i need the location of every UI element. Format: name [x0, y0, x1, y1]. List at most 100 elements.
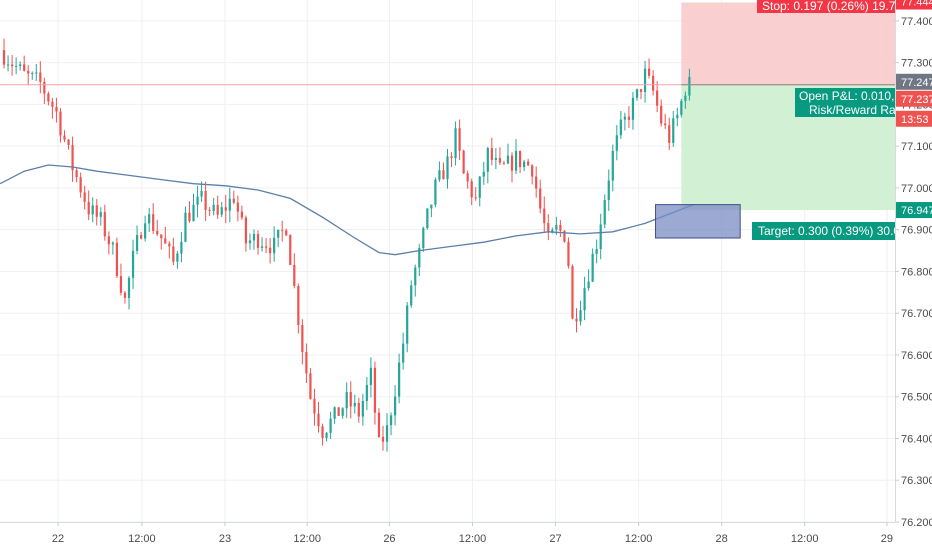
- candle-body: [398, 362, 401, 397]
- candle-body: [19, 64, 22, 66]
- candle-body: [277, 229, 280, 238]
- candles: [2, 38, 691, 452]
- candle-body: [144, 223, 147, 239]
- candle-body: [123, 292, 127, 298]
- candle-body: [39, 72, 42, 82]
- candle-body: [426, 208, 429, 229]
- candle-body: [131, 250, 135, 278]
- target-badge: [752, 222, 897, 240]
- risk-reward-annotation: Risk/Reward Ratio: [809, 103, 909, 117]
- last-price-label-bg: [896, 90, 932, 107]
- candle-body: [55, 106, 58, 112]
- candle-body: [462, 150, 465, 174]
- candle-body: [289, 235, 292, 266]
- candle-body: [647, 68, 651, 76]
- candle-body: [498, 157, 502, 163]
- y-tick-label: 76.500: [901, 392, 932, 404]
- candle-body: [522, 161, 526, 168]
- candle-body: [615, 135, 618, 151]
- candle-body: [571, 266, 574, 319]
- candle-body: [635, 89, 639, 98]
- candle-body: [583, 288, 586, 311]
- candle-body: [527, 161, 530, 166]
- candle-body: [23, 64, 26, 71]
- candle-body: [313, 398, 316, 414]
- candle-body: [385, 425, 389, 442]
- candle-body: [321, 426, 324, 439]
- candle-body: [639, 89, 643, 92]
- candle-body: [156, 230, 159, 235]
- candle-body: [232, 198, 235, 203]
- candle-body: [482, 171, 485, 177]
- candle-body: [176, 253, 179, 262]
- y-tick-label: 77.300: [901, 58, 932, 70]
- candle-body: [224, 207, 227, 211]
- candle-body: [442, 170, 445, 180]
- candle-body: [539, 188, 542, 209]
- candle-body: [212, 204, 215, 211]
- candle-body: [559, 224, 562, 231]
- stop-badge: [757, 0, 897, 13]
- candle-body: [470, 181, 473, 198]
- candle-body: [381, 436, 385, 442]
- candle-body: [67, 139, 70, 145]
- candle-body: [51, 101, 54, 107]
- candle-body: [531, 165, 534, 177]
- candle-body: [458, 128, 461, 151]
- candle-body: [688, 76, 691, 96]
- x-tick-label: 12:00: [293, 533, 321, 545]
- candle-body: [111, 242, 114, 245]
- candle-body: [325, 432, 328, 439]
- candle-body: [514, 150, 518, 171]
- y-tick-label: 76.700: [901, 308, 932, 320]
- candle-body: [410, 285, 413, 306]
- countdown-label-bg: [896, 110, 932, 127]
- candle-body: [361, 401, 364, 417]
- candle-body: [71, 144, 74, 171]
- candle-body: [293, 265, 296, 286]
- x-tick-label: 29: [881, 533, 893, 545]
- candle-body: [543, 208, 546, 224]
- candle-body: [680, 100, 683, 115]
- y-tick-label: 76.900: [901, 225, 932, 237]
- candle-body: [373, 367, 377, 413]
- candle-body: [393, 396, 397, 416]
- x-tick-label: 12:00: [459, 533, 487, 545]
- candle-body: [551, 229, 554, 233]
- candle-body: [281, 229, 284, 231]
- entry-price-label-bg: [896, 73, 932, 90]
- candle-body: [567, 241, 570, 267]
- candle-body: [656, 90, 659, 106]
- x-tick-label: 12:00: [791, 533, 819, 545]
- candle-body: [611, 150, 614, 181]
- candle-body: [490, 148, 493, 161]
- candle-body: [579, 310, 582, 322]
- candle-body: [591, 253, 594, 282]
- candle-body: [91, 205, 94, 215]
- candle-body: [75, 170, 78, 178]
- candle-body: [301, 325, 304, 352]
- candle-body: [599, 224, 602, 250]
- candle-body: [414, 267, 417, 286]
- candle-body: [353, 402, 356, 407]
- target-price-label-bg: [896, 202, 932, 219]
- candle-body: [575, 318, 578, 322]
- x-tick-label: 22: [52, 533, 64, 545]
- countdown-label: 13:53: [901, 114, 929, 126]
- candle-body: [15, 65, 18, 67]
- candle-body: [79, 177, 82, 193]
- candle-body: [510, 155, 514, 171]
- candle-body: [619, 119, 622, 136]
- candle-body: [184, 212, 187, 242]
- stop-price-label-bg: [896, 0, 932, 10]
- candle-body: [269, 247, 272, 254]
- candle-body: [236, 202, 239, 212]
- candle-body: [196, 196, 199, 205]
- x-tick-label: 28: [716, 533, 728, 545]
- candle-body: [418, 248, 421, 268]
- stop-price-label: 77.444: [901, 0, 932, 9]
- candle-body: [587, 281, 590, 289]
